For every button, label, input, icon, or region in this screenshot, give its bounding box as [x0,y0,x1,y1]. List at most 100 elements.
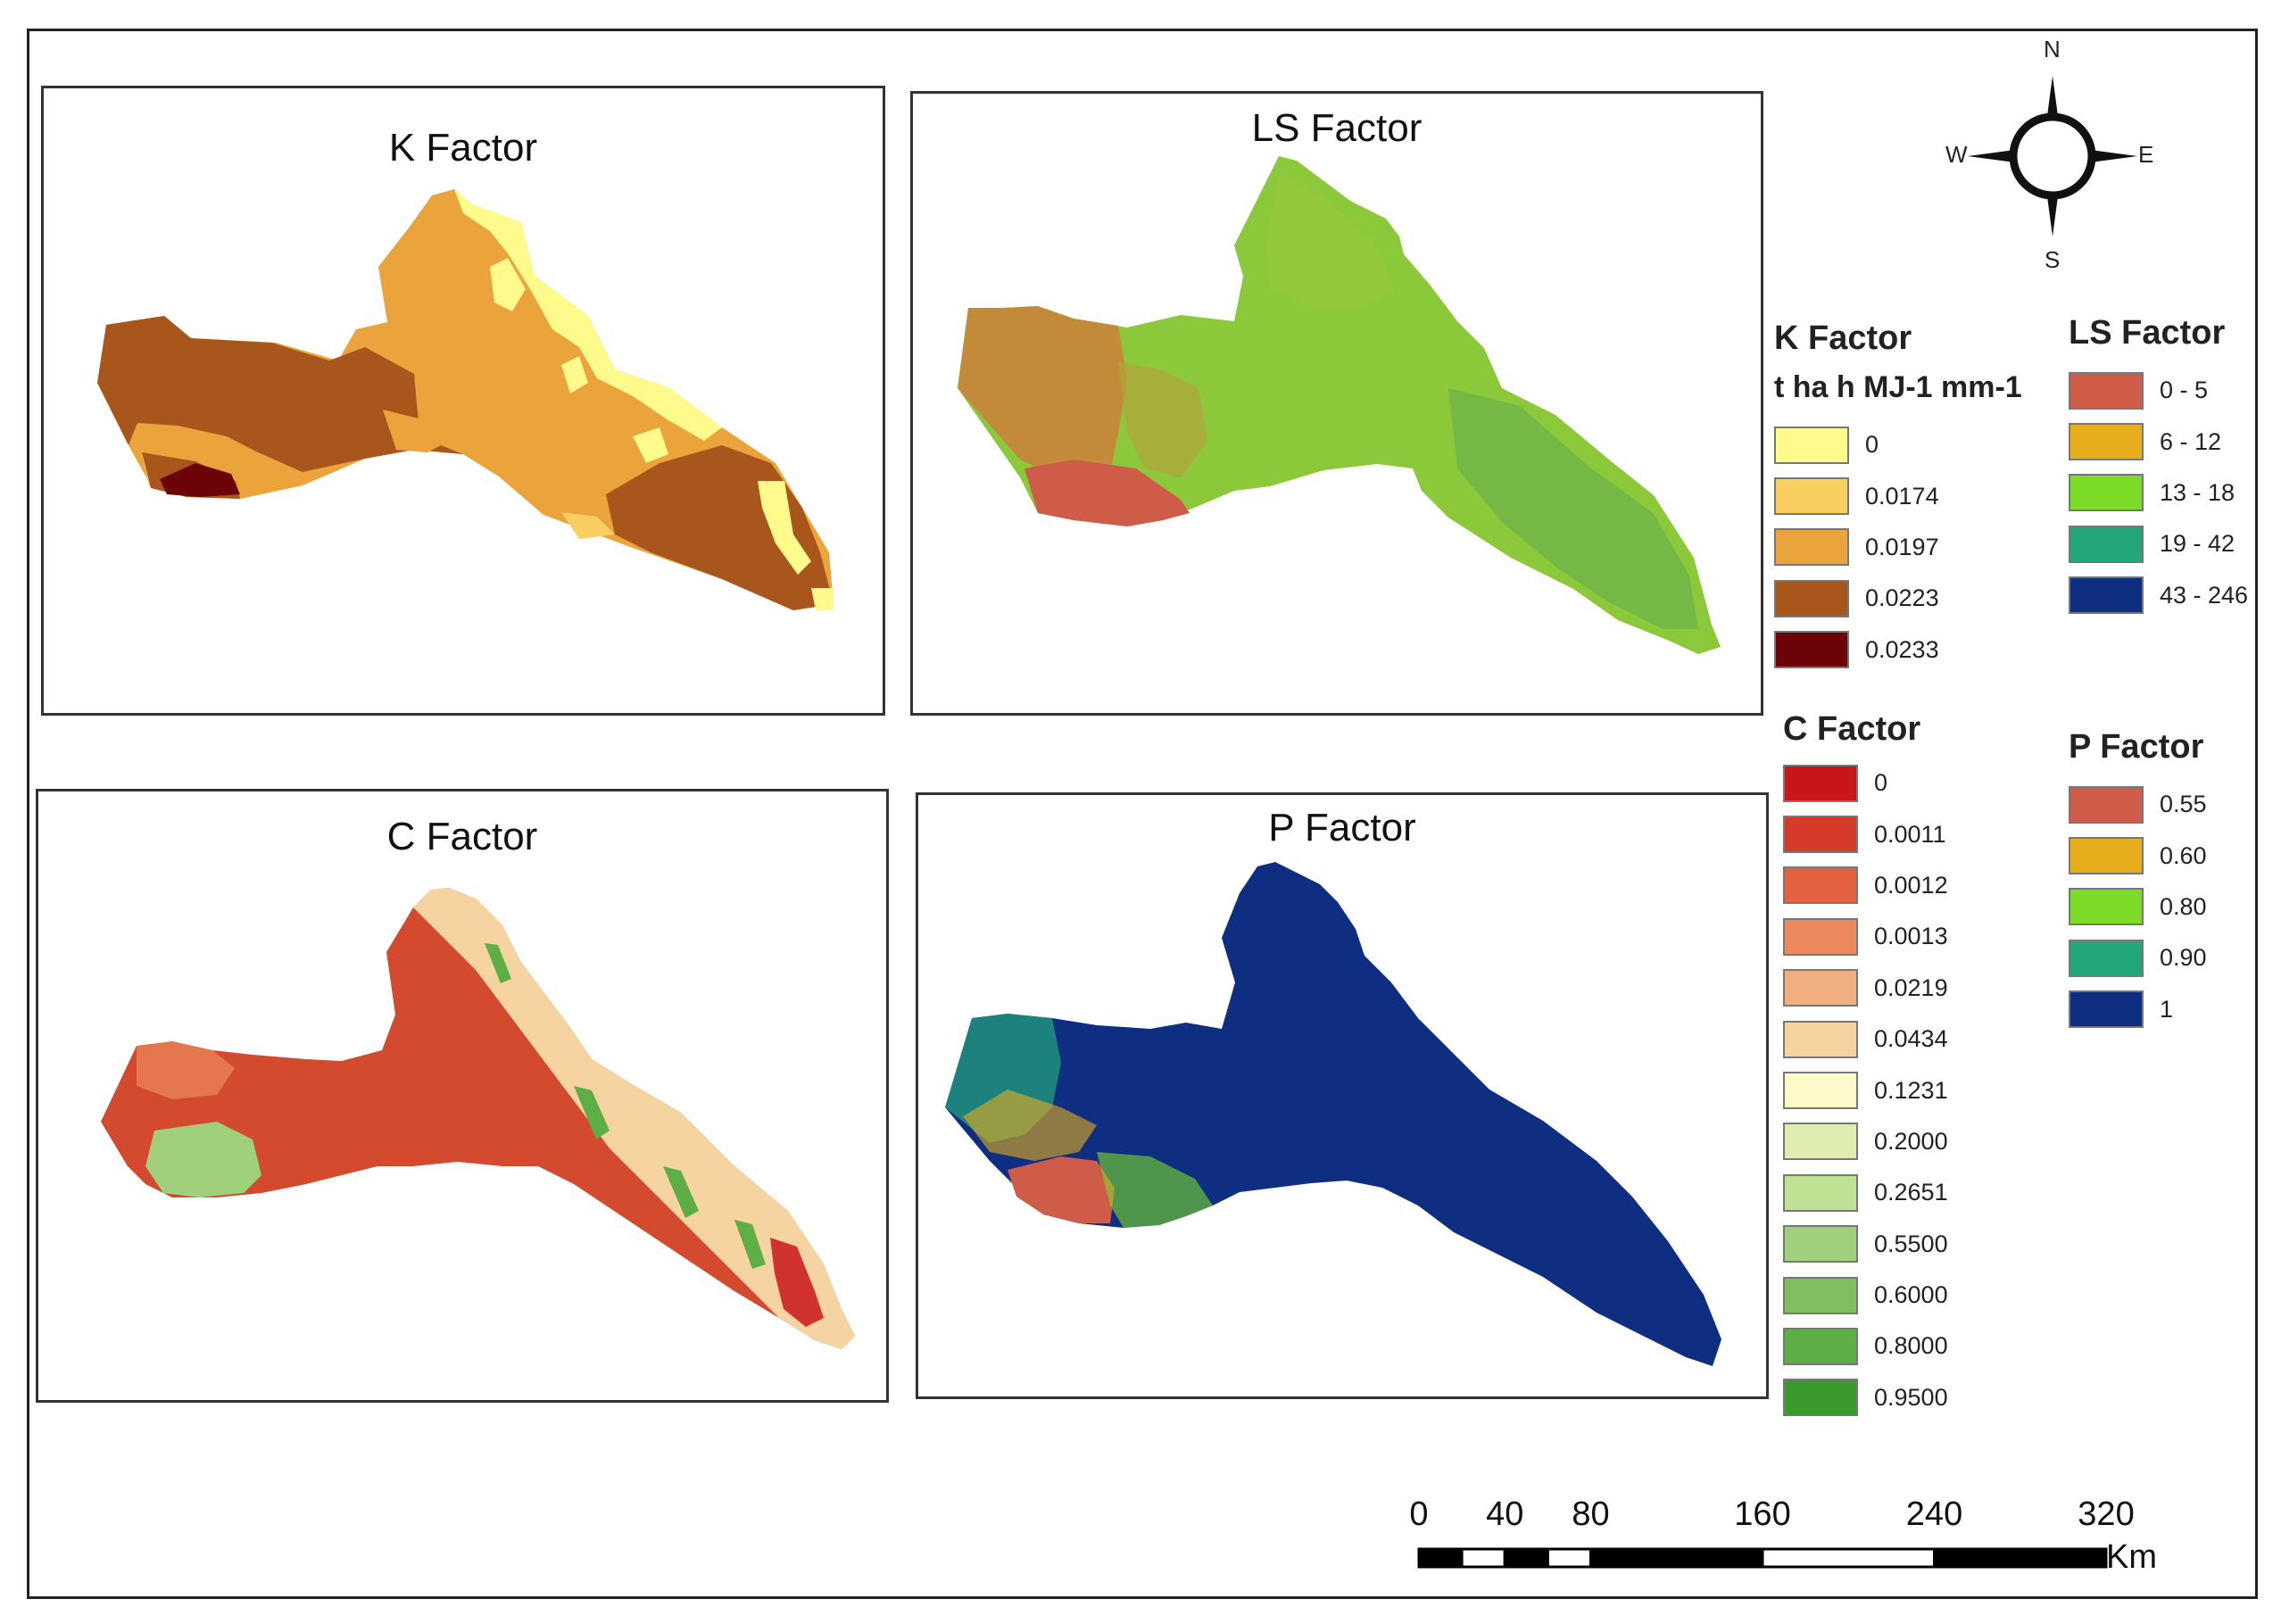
legend-swatch [1783,1123,1858,1161]
map-frame [27,29,2258,1599]
p-factor-panel: P Factor [916,792,1769,1399]
ls-factor-map [958,156,1721,654]
legend-item: 0 [1783,758,2051,808]
legend-item: 0.0233 [1774,625,2060,675]
legend-label: 0.6000 [1874,1281,1948,1309]
compass-rose-icon [1968,76,2137,236]
legend-item: 0.60 [2069,830,2265,881]
scale-tick-label: 0 [1409,1496,1429,1533]
legend-swatch [2069,576,2144,615]
k-factor-panel: K Factor [41,86,885,716]
legend-swatch [1783,1020,1858,1058]
legend-item: 0 - 5 [2069,365,2265,416]
legend-label: 0.8000 [1874,1332,1948,1360]
legend-label: 0.60 [2160,841,2207,869]
scale-segment [1417,1547,1464,1569]
legend-item: 0.0174 [1774,470,2060,521]
k-zone-north-light [454,189,722,441]
legend-swatch [2069,837,2144,875]
k-zone-west [97,316,463,472]
compass-e: E [2138,141,2154,168]
ls-zone-southwest [1024,460,1190,526]
k-factor-map [97,189,834,610]
legend-title: K Factor [1774,319,1912,357]
compass-n: N [2044,36,2061,62]
legend-swatch [2069,525,2144,563]
legend-label: 0 [1874,769,1888,797]
k-patch-5 [561,512,615,539]
legend-item: 0.6000 [1783,1270,2051,1321]
k-patch-2 [561,356,588,394]
legend-item: 0.2651 [1783,1167,2051,1218]
p-zone-southwest [1008,1156,1115,1223]
legend-title: P Factor [2069,728,2204,766]
legend-swatch [1783,1379,1858,1417]
legend-item: 0.0434 [1783,1014,2051,1065]
legend-label: 0 - 5 [2160,377,2209,404]
p-zone-west-yellow [963,1090,1097,1161]
scale-tick-label: 160 [1734,1496,1791,1533]
legend-label: 0.0011 [1874,820,1946,848]
k-zone-west-inner [383,410,441,452]
legend-items: 0 0.0174 0.0197 0.0223 0.0233 [1774,419,2060,675]
legend-label: 19 - 42 [2160,530,2235,558]
legend-swatch [1783,764,1858,802]
legend-unit: t ha h MJ-1 mm-1 [1774,370,2022,404]
compass-w: W [1945,141,1968,168]
legend-item: 0.8000 [1783,1321,2051,1371]
p-watershed-base [945,862,1721,1366]
legend-item: 0.0223 [1774,573,2060,624]
legend-label: 0.0233 [1865,635,1939,663]
legend-item: 13 - 18 [2069,468,2265,518]
compass-s: S [2045,246,2061,273]
legend-item: 0.0013 [1783,911,2051,962]
legend-swatch [1783,917,1858,956]
legend-label: 0.0013 [1874,923,1948,950]
legend-swatch [1774,528,1849,567]
legend-items: 0.55 0.60 0.80 0.90 1 [2069,779,2265,1035]
p-zone-green-band [1097,1152,1213,1228]
legend-item: 0.0012 [1783,860,2051,911]
ls-zone-west [958,306,1127,477]
c-green-streaks-1 [574,1086,610,1139]
c-zone-east-dark [770,1238,824,1327]
legend-item: 0.80 [2069,882,2265,932]
panel-title: K Factor [388,126,538,170]
legend-item: 0.0197 [1774,522,2060,573]
c-green-streaks-2 [663,1166,699,1218]
scale-tick-label: 320 [2078,1496,2135,1533]
legend-items: 0 0.0011 0.0012 0.0013 0.0219 0.0434 0.1231 0.2… [1783,758,2051,1423]
legend-label: 0.0434 [1874,1025,1948,1053]
legend-swatch [2069,371,2144,410]
legend-label: 0.0223 [1865,584,1939,612]
scale-tick-label: 240 [1905,1496,1963,1533]
ls-factor-panel: LS Factor [910,91,1763,716]
legend-swatch [1783,1072,1858,1110]
legend-swatch [2069,939,2144,977]
legend-label: 0.0174 [1865,482,1939,510]
scale-segment [1761,1547,1936,1569]
c-zone-green-patch [145,1122,261,1197]
k-patch-4 [758,481,811,575]
legend-label: 43 - 246 [2160,581,2249,609]
legend-title: C Factor [1783,710,1921,748]
legend-label: 13 - 18 [2160,478,2235,506]
legend-swatch [2069,990,2144,1029]
k-patch-1 [490,258,526,311]
legend-label: 0.55 [2160,791,2207,818]
k-zone-highest [160,463,240,497]
legend-title: LS Factor [2069,314,2226,352]
legend-item: 0.9500 [1783,1372,2051,1423]
c-green-streaks-3 [734,1220,766,1269]
scale-segment [1460,1547,1506,1569]
legend-label: 0.2000 [1874,1127,1948,1155]
legend-item: 6 - 12 [2069,416,2265,467]
scale-bar: 0 40 80 160 240 320 Km [1392,1481,2160,1588]
legend-swatch [1783,816,1858,854]
ls-zone-north-tint [1265,174,1395,308]
legend-swatch [1783,866,1858,905]
legend-item: 0.5500 [1783,1219,2051,1270]
legend-item: 0.0219 [1783,963,2051,1014]
ls-zone-mid [1118,361,1207,477]
legend-item: 0 [1774,419,2060,470]
